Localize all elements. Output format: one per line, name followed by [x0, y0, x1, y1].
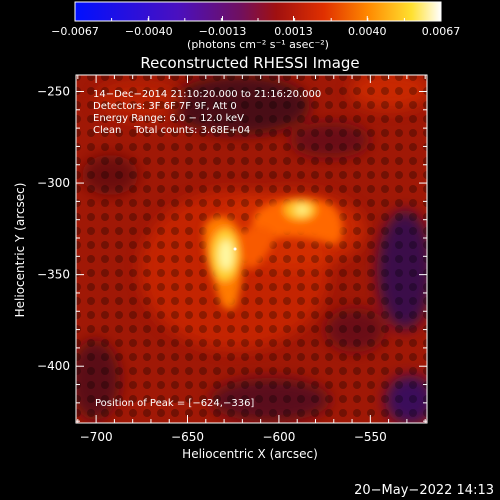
colorbar-tick-label: 0.0040 [348, 25, 387, 38]
colorbar-tick-label: −0.0040 [125, 25, 173, 38]
plot-frame [75, 74, 428, 424]
x-tick-label: −650 [171, 430, 204, 444]
x-tick-label: −600 [262, 430, 295, 444]
peak-position-label: Position of Peak = [−624,−336] [95, 398, 254, 409]
y-tick-label: −350 [37, 268, 70, 282]
timestamp: 20−May−2022 14:13 [354, 483, 494, 498]
colorbar-tick-label: 0.0067 [422, 25, 461, 38]
annotation-line: Detectors: 3F 6F 7F 9F, Att 0 [93, 101, 237, 112]
chart-title: Reconstructed RHESSI Image [140, 54, 359, 72]
y-tick-label: −250 [37, 84, 70, 98]
colorbar-tick-label: −0.0067 [51, 25, 99, 38]
colorbar-unit-label: (photons cm⁻² s⁻¹ asec⁻²) [187, 38, 329, 51]
x-axis-label: Heliocentric X (arcsec) [182, 447, 318, 461]
colorbar-ticks [74, 16, 442, 21]
y-tick-label: −400 [37, 359, 70, 373]
heatmap-image [76, 75, 427, 423]
annotation-line: 14−Dec−2014 21:10:20.000 to 21:16:20.000 [93, 89, 321, 100]
x-tick-label: −700 [80, 430, 113, 444]
annotation-line: Clean Total counts: 3.68E+04 [93, 125, 250, 136]
x-tick-label: −550 [354, 430, 387, 444]
colorbar-tick-label: 0.0013 [274, 25, 313, 38]
annotation-line: Energy Range: 6.0 − 12.0 keV [93, 113, 244, 124]
colorbar-tick-label: −0.0013 [199, 25, 247, 38]
annotation-block: 14−Dec−2014 21:10:20.000 to 21:16:20.000… [93, 89, 321, 136]
y-tick-label: −300 [37, 176, 70, 190]
peak-marker [233, 247, 237, 251]
y-axis-label: Heliocentric Y (arcsec) [13, 183, 27, 318]
y-axis: −250 −300 −350 −400 [37, 84, 427, 422]
